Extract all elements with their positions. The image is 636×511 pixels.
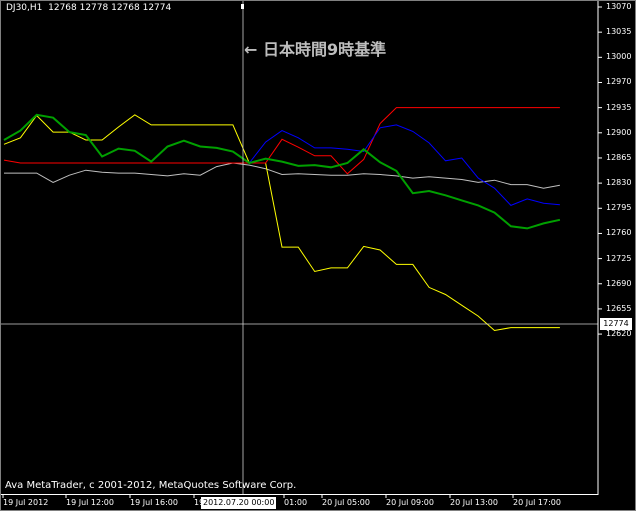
price-tick-label: 12725 (606, 253, 632, 263)
price-tick-label: 13070 (606, 2, 632, 11)
series-line-blue (248, 124, 560, 206)
timezone-note: ← 日本時間9時基準 (244, 40, 387, 59)
time-tick-label: 19 Jul 12:00 (66, 498, 114, 507)
price-tick-label: 12900 (606, 127, 632, 137)
time-tick-label: 01:00 (284, 498, 308, 507)
price-tick-label: 12865 (606, 152, 632, 162)
price-tick-label: 12830 (606, 178, 632, 188)
series-line-green (3, 113, 561, 230)
crosshair-marker (241, 4, 244, 9)
series-layer (3, 107, 561, 332)
time-tick-label: 19 (194, 498, 205, 507)
price-tick-label: 13000 (606, 52, 632, 62)
time-tick-label: 20 Jul 05:00 (322, 498, 370, 507)
time-tick-label: 20 Jul 17:00 (513, 498, 561, 507)
price-tick-label: 12795 (606, 203, 632, 213)
axis-tick-marks (2, 6, 602, 498)
plot-area (1, 1, 598, 494)
price-tick-label: 12970 (606, 77, 632, 87)
price-tick-label: 12935 (606, 102, 632, 112)
time-tick-label: 19 Jul 2012 (3, 498, 49, 507)
price-tick-label: 13035 (606, 27, 632, 37)
series-line-red (3, 107, 560, 175)
price-tick-label: 12620 (606, 329, 632, 339)
crosshair-price-label: 12774 (600, 318, 632, 330)
time-tick-label: 20 Jul 09:00 (386, 498, 434, 507)
price-tick-label: 12655 (606, 303, 632, 313)
price-tick-label: 12760 (606, 228, 632, 238)
price-tick-label: 12690 (606, 278, 632, 288)
series-line-yellow (3, 114, 560, 332)
time-tick-label: 19 Jul 16:00 (130, 498, 178, 507)
series-line-white (4, 162, 560, 189)
ohlc-header: DJ30,H1 12768 12778 12768 12774 (6, 3, 172, 13)
crosshair-time-label: 2012.07.20 00:00 (201, 497, 277, 509)
time-tick-label: 20 Jul 13:00 (450, 498, 498, 507)
copyright-text: Ava MetaTrader, c 2001-2012, MetaQuotes … (5, 480, 297, 491)
